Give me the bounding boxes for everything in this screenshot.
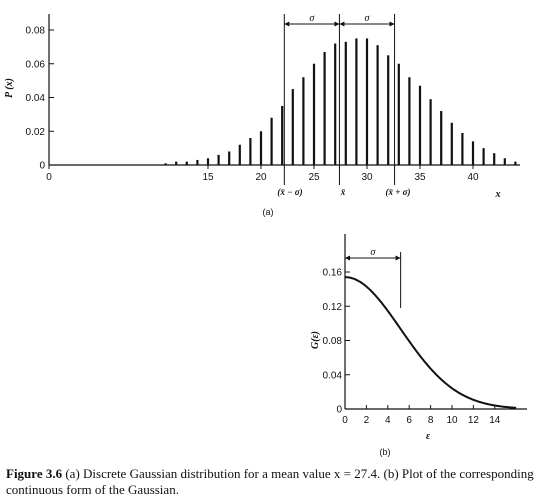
chart-b-y-axis-label: G(ε): [310, 331, 321, 349]
chart-a-x-tick-label: 40: [467, 172, 479, 183]
chart-a-x-tick-label: 15: [202, 172, 214, 183]
chart-a-bar: [228, 151, 231, 165]
chart-a-y-tick-label: 0.08: [26, 26, 46, 37]
figure-caption: Figure 3.6 (a) Discrete Gaussian distrib…: [6, 466, 538, 498]
chart-a-arrowhead: [339, 21, 345, 27]
chart-a-bar: [164, 163, 167, 165]
chart-a-mean-plus-sigma-label: (x̄ + σ): [386, 187, 411, 197]
chart-b-x-tick-label: 10: [446, 415, 458, 426]
chart-a-y-axis-label: P (x): [4, 78, 15, 98]
chart-a-x-tick-label: 0: [46, 172, 52, 183]
chart-a-y-tick-label: 0.02: [26, 127, 46, 138]
chart-a-bar: [440, 111, 443, 165]
chart-a-bars: [164, 38, 517, 165]
chart-a-bar: [206, 158, 210, 165]
chart-b-x-tick-label: 8: [428, 415, 434, 426]
chart-b-arrowhead: [345, 255, 350, 261]
chart-a-bar: [418, 85, 422, 165]
chart-b-x-tick-label: 6: [406, 415, 412, 426]
chart-a-bar: [387, 55, 390, 165]
chart-a-bar: [365, 38, 369, 165]
chart-a-bar: [259, 131, 263, 165]
chart-b-x-tick-label: 12: [468, 415, 480, 426]
chart-a-sigma-label: σ: [309, 13, 315, 24]
chart-a-bar: [185, 161, 188, 165]
chart-a-mean-label: x̄: [340, 187, 346, 197]
chart-b-panel-label: (b): [380, 447, 391, 457]
chart-a-x-tick-label: 25: [308, 172, 320, 183]
chart-a-y-tick-label: 0: [39, 161, 45, 172]
chart-b-y-tick-label: 0: [336, 405, 342, 416]
chart-b-y-tick-label: 0.04: [323, 370, 343, 381]
chart-b-x-tick-label: 4: [385, 415, 391, 426]
chart-a-mean-minus-sigma-label: (x̄ − σ): [277, 187, 302, 197]
chart-a-bar: [217, 154, 220, 165]
chart-a-sigma-label: σ: [365, 13, 371, 24]
chart-a-bar: [196, 159, 199, 165]
chart-a-x-tick-label: 20: [255, 172, 267, 183]
chart-a-bar: [175, 161, 178, 165]
chart-a-bar: [482, 148, 485, 165]
chart-a-arrowhead: [389, 21, 395, 27]
chart-a-bar: [334, 43, 337, 165]
chart-b-x-tick-label: 0: [342, 415, 348, 426]
chart-b-y-tick-label: 0.08: [323, 336, 343, 347]
chart-a-bar: [291, 89, 294, 165]
chart-b-x-tick-label: 14: [489, 415, 501, 426]
chart-a-bar: [461, 132, 464, 165]
chart-b-gaussian-curve: [344, 276, 517, 409]
chart-a-bar: [471, 141, 475, 165]
chart-b-y-tick-label: 0.12: [323, 302, 343, 313]
chart-b-x-axis-label: ε: [426, 431, 431, 442]
chart-a-x-ticks: 0 15 20 25 30 35 40: [46, 165, 479, 183]
chart-a-x-tick-label: 30: [361, 172, 373, 183]
chart-a-bar: [376, 45, 379, 165]
chart-a-bar: [281, 105, 284, 165]
chart-a-bar: [249, 138, 252, 165]
caption-text: (a) Discrete Gaussian distribution for a…: [6, 466, 534, 497]
chart-b-y-ticks: 0 0.04 0.08 0.12 0.16: [323, 268, 350, 416]
chart-b-x-tick-label: 2: [364, 415, 370, 426]
chart-a-bar: [323, 51, 326, 165]
chart-b-x-ticks: 0 2 4 6 8 10 12 14: [342, 405, 501, 426]
chart-a-panel-label: (a): [263, 207, 274, 217]
chart-a-bar: [514, 161, 517, 165]
caption-figure-number: Figure 3.6: [6, 466, 63, 481]
chart-b: 0 0.04 0.08 0.12 0.16 0 2 4 6 8 10 12 14 σ G(ε) ε (…: [310, 234, 527, 457]
chart-a-bar: [344, 41, 347, 165]
chart-b-y-tick-label: 0.16: [323, 268, 343, 279]
chart-a-bar: [397, 63, 400, 165]
chart-b-sigma-label: σ: [370, 247, 376, 258]
chart-b-arrowhead: [395, 255, 401, 261]
chart-a-bar: [408, 77, 411, 165]
chart-a-y-ticks: 0 0.02 0.04 0.06 0.08: [26, 26, 54, 172]
chart-a-arrowhead: [334, 21, 340, 27]
chart-a-bar: [429, 99, 432, 165]
chart-b-sigma-annotation: σ: [345, 247, 402, 308]
chart-a-bar: [238, 144, 241, 165]
chart-a-bar: [355, 38, 358, 165]
chart-a-y-tick-label: 0.04: [26, 93, 46, 104]
chart-a-x-axis-label: x: [495, 189, 501, 200]
chart-a-bar: [493, 153, 496, 165]
chart-a-arrowhead: [284, 21, 290, 27]
chart-a-bar: [270, 117, 273, 165]
chart-a-y-tick-label: 0.06: [26, 59, 46, 70]
chart-a-bar: [450, 122, 453, 165]
chart-a-bar: [312, 63, 316, 165]
chart-a-bar: [302, 77, 305, 165]
chart-a-bar: [503, 158, 506, 165]
chart-a-x-tick-label: 35: [414, 172, 426, 183]
